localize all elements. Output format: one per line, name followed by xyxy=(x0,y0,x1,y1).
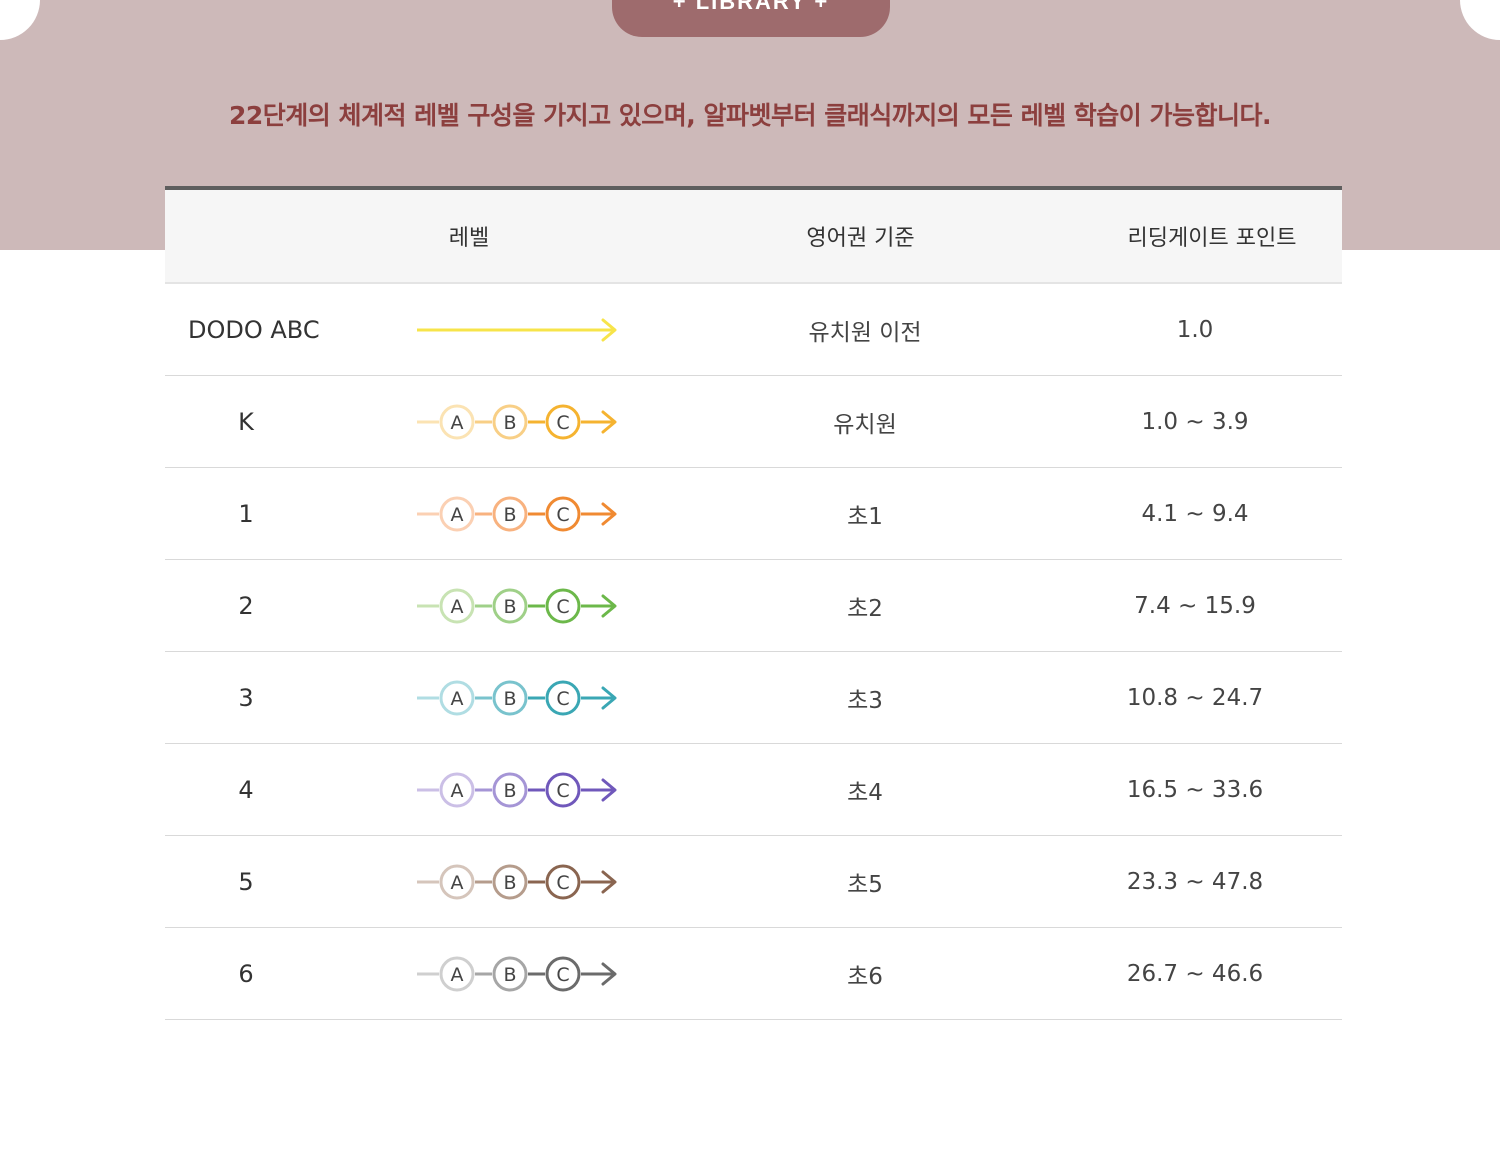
grade-cell: 초1 xyxy=(847,503,883,530)
abc-letter: C xyxy=(556,872,569,894)
abc-letter: A xyxy=(451,780,464,802)
abc-letter: C xyxy=(556,504,569,526)
table-row: K A B C 유치원 1.0 ~ 3.9 xyxy=(165,376,1342,468)
level-name: 4 xyxy=(238,775,254,804)
abc-letter: B xyxy=(503,596,516,618)
abc-letter: B xyxy=(503,688,516,710)
table-row: DODO ABC 유치원 이전 1.0 xyxy=(165,284,1342,376)
level-name: 5 xyxy=(238,867,254,896)
abc-letter: A xyxy=(451,964,464,986)
level-name: DODO ABC xyxy=(188,315,320,344)
abc-letter: A xyxy=(451,688,464,710)
grade-cell: 초2 xyxy=(847,595,883,622)
abc-letter: B xyxy=(503,504,516,526)
abc-letter: B xyxy=(503,964,516,986)
abc-progress-icon: A B C xyxy=(417,404,617,440)
abc-progress-icon: A B C xyxy=(417,680,617,716)
library-tab[interactable]: + LIBRARY + xyxy=(612,0,890,37)
abc-letter: C xyxy=(556,596,569,618)
points-cell: 1.0 xyxy=(1176,316,1214,343)
abc-progress-icon: A B C xyxy=(417,772,617,808)
table-header: 레벨 영어권 기준 리딩게이트 포인트 xyxy=(165,190,1342,284)
grade-cell: 초6 xyxy=(847,963,883,990)
grade-cell: 초5 xyxy=(847,871,883,898)
abc-letter: B xyxy=(503,412,516,434)
abc-letter: C xyxy=(556,964,569,986)
table-row: 3 A B C 초3 10.8 ~ 24.7 xyxy=(165,652,1342,744)
table-row: 6 A B C 초6 26.7 ~ 46.6 xyxy=(165,928,1342,1020)
column-header-points: 리딩게이트 포인트 xyxy=(1127,226,1297,251)
column-header-level: 레벨 xyxy=(448,226,490,251)
abc-progress-icon: A B C xyxy=(417,864,617,900)
abc-letter: C xyxy=(556,688,569,710)
points-cell: 10.8 ~ 24.7 xyxy=(1126,684,1264,711)
points-cell: 16.5 ~ 33.6 xyxy=(1126,776,1264,803)
abc-letter: C xyxy=(556,780,569,802)
grade-cell: 초3 xyxy=(847,687,883,714)
abc-letter: A xyxy=(451,872,464,894)
table-body: DODO ABC 유치원 이전 1.0 K A B C 유치원 1.0 ~ 3.9 1 A B C 초1 4… xyxy=(165,284,1342,1020)
table-row: 1 A B C 초1 4.1 ~ 9.4 xyxy=(165,468,1342,560)
points-cell: 26.7 ~ 46.6 xyxy=(1126,960,1264,987)
level-name: 3 xyxy=(238,683,254,712)
grade-cell: 유치원 이전 xyxy=(808,319,922,346)
grade-cell: 유치원 xyxy=(833,411,897,438)
level-name: 6 xyxy=(238,959,254,988)
abc-progress-icon: A B C xyxy=(417,496,617,532)
abc-letter: C xyxy=(556,412,569,434)
level-name: 1 xyxy=(238,499,254,528)
abc-letter: A xyxy=(451,504,464,526)
abc-letter: B xyxy=(503,780,516,802)
grade-cell: 초4 xyxy=(847,779,883,806)
points-cell: 23.3 ~ 47.8 xyxy=(1126,868,1264,895)
abc-letter: B xyxy=(503,872,516,894)
table-row: 5 A B C 초5 23.3 ~ 47.8 xyxy=(165,836,1342,928)
level-table: 레벨 영어권 기준 리딩게이트 포인트 DODO ABC 유치원 이전 1.0 K A B… xyxy=(165,186,1342,1020)
abc-letter: A xyxy=(451,412,464,434)
points-cell: 4.1 ~ 9.4 xyxy=(1141,500,1249,527)
column-header-grade: 영어권 기준 xyxy=(806,226,915,251)
abc-progress-icon: A B C xyxy=(417,956,617,992)
level-arrow-icon xyxy=(417,318,617,342)
table-row: 4 A B C 초4 16.5 ~ 33.6 xyxy=(165,744,1342,836)
points-cell: 7.4 ~ 15.9 xyxy=(1134,592,1256,619)
abc-progress-icon: A B C xyxy=(417,588,617,624)
intro-text: 22단계의 체계적 레벨 구성을 가지고 있으며, 알파벳부터 클래식까지의 모… xyxy=(228,101,1272,130)
level-name: K xyxy=(238,407,254,436)
table-row: 2 A B C 초2 7.4 ~ 15.9 xyxy=(165,560,1342,652)
points-cell: 1.0 ~ 3.9 xyxy=(1141,408,1249,435)
abc-letter: A xyxy=(451,596,464,618)
level-name: 2 xyxy=(238,591,254,620)
